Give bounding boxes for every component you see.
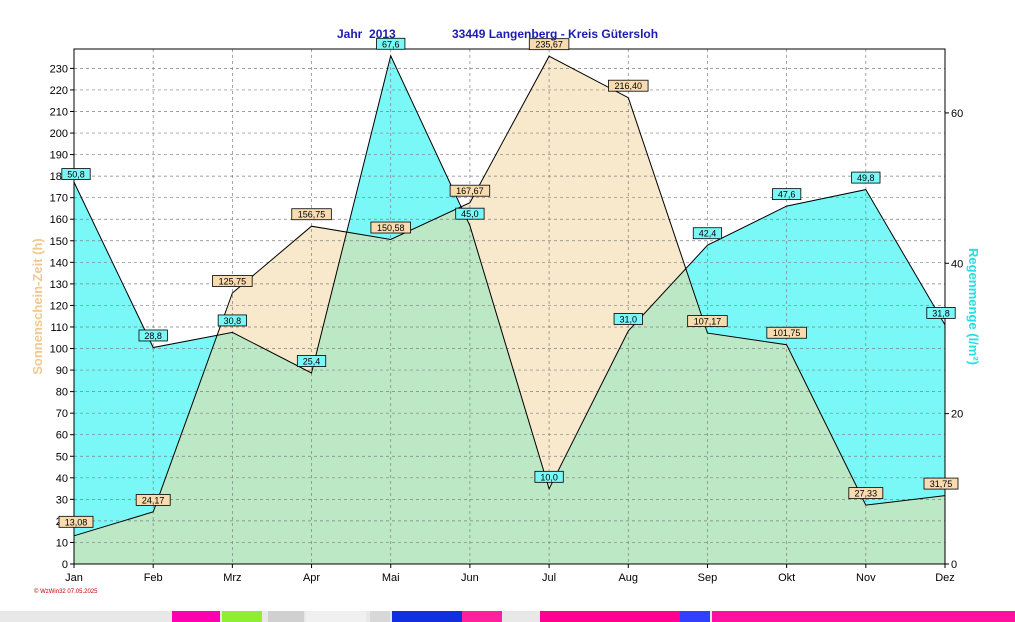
svg-text:107,17: 107,17 bbox=[694, 317, 722, 327]
sunshine-data-label: 167,67 bbox=[449, 184, 491, 197]
x-tick-label: Okt bbox=[778, 572, 795, 584]
chart-title-location: 33449 Langenberg - Kreis Gütersloh bbox=[452, 27, 659, 41]
left-tick-label: 230 bbox=[50, 63, 68, 75]
left-tick-label: 170 bbox=[50, 193, 68, 205]
left-tick-label: 0 bbox=[62, 559, 68, 571]
left-tick-label: 190 bbox=[50, 150, 68, 162]
sunshine-data-label: 150,58 bbox=[370, 221, 411, 234]
x-tick-label: Dez bbox=[935, 572, 955, 584]
svg-text:24,17: 24,17 bbox=[142, 495, 165, 505]
svg-text:13,08: 13,08 bbox=[65, 517, 88, 527]
x-tick-label: Mai bbox=[382, 572, 400, 584]
rain-data-label: 25,4 bbox=[296, 355, 327, 367]
right-tick-label: 0 bbox=[951, 559, 957, 571]
svg-text:67,6: 67,6 bbox=[382, 39, 400, 49]
left-tick-label: 10 bbox=[56, 537, 68, 549]
sunshine-data-label: 125,75 bbox=[212, 275, 253, 287]
rain-data-label: 49,8 bbox=[851, 171, 881, 184]
right-axis-title: Regenmenge (l/m²) bbox=[966, 248, 981, 365]
left-tick-label: 50 bbox=[56, 451, 68, 463]
svg-text:156,75: 156,75 bbox=[298, 210, 326, 220]
x-tick-label: Nov bbox=[856, 572, 876, 584]
sunshine-line bbox=[73, 55, 946, 537]
x-tick-label: Feb bbox=[144, 572, 163, 584]
svg-text:27,33: 27,33 bbox=[855, 489, 878, 499]
left-tick-label: 60 bbox=[56, 430, 68, 442]
x-tick-label: Jan bbox=[65, 572, 83, 584]
svg-text:31,0: 31,0 bbox=[620, 314, 638, 324]
taskbar-strip bbox=[0, 610, 1015, 622]
left-tick-label: 100 bbox=[50, 344, 68, 356]
svg-text:31,75: 31,75 bbox=[930, 479, 953, 489]
sunshine-data-label: 156,75 bbox=[291, 208, 332, 221]
x-tick-label: Jun bbox=[461, 572, 479, 584]
rain-data-label: 28,8 bbox=[138, 329, 168, 342]
left-tick-label: 200 bbox=[50, 128, 68, 140]
credit-text: © WzWin32 07.05.2025 bbox=[34, 589, 98, 595]
left-tick-label: 160 bbox=[50, 214, 68, 226]
left-tick-label: 150 bbox=[50, 236, 68, 248]
svg-text:235,67: 235,67 bbox=[535, 40, 563, 50]
svg-text:101,75: 101,75 bbox=[773, 328, 801, 338]
sunshine-data-label: 235,67 bbox=[528, 38, 570, 51]
left-tick-label: 210 bbox=[50, 106, 68, 118]
svg-text:42,4: 42,4 bbox=[699, 229, 717, 239]
x-tick-label: Apr bbox=[303, 572, 320, 584]
svg-text:150,58: 150,58 bbox=[377, 223, 405, 233]
svg-text:30,8: 30,8 bbox=[224, 316, 242, 326]
sunshine-data-label: 31,75 bbox=[923, 477, 959, 490]
left-tick-label: 40 bbox=[56, 473, 68, 485]
left-tick-label: 110 bbox=[50, 322, 68, 334]
left-tick-label: 90 bbox=[56, 365, 68, 377]
x-tick-label: Aug bbox=[618, 572, 638, 584]
chart-title-year: Jahr 2013 bbox=[337, 27, 396, 41]
x-tick-label: Mrz bbox=[223, 572, 241, 584]
rain-data-label: 50,8 bbox=[61, 168, 91, 180]
left-tick-label: 120 bbox=[50, 300, 68, 312]
svg-text:31,8: 31,8 bbox=[932, 308, 950, 318]
svg-text:50,8: 50,8 bbox=[67, 170, 85, 180]
svg-text:10,0: 10,0 bbox=[540, 472, 558, 482]
right-tick-label: 60 bbox=[951, 108, 963, 120]
left-tick-label: 70 bbox=[56, 408, 68, 420]
left-tick-label: 140 bbox=[50, 257, 68, 269]
svg-text:125,75: 125,75 bbox=[219, 277, 247, 287]
svg-text:49,8: 49,8 bbox=[857, 173, 875, 183]
svg-text:28,8: 28,8 bbox=[144, 331, 162, 341]
rain-data-label: 47,6 bbox=[772, 188, 802, 201]
x-tick-label: Sep bbox=[698, 572, 718, 584]
svg-text:47,6: 47,6 bbox=[778, 190, 796, 200]
svg-text:25,4: 25,4 bbox=[303, 357, 321, 367]
x-tick-label: Jul bbox=[542, 572, 556, 584]
sunshine-data-label: 101,75 bbox=[766, 326, 807, 339]
left-axis-title: Sonnenschein-Zeit (h) bbox=[30, 238, 45, 375]
rain-data-label: 31,0 bbox=[613, 313, 643, 325]
sunshine-data-label: 24,17 bbox=[135, 494, 171, 506]
rain-data-label: 30,8 bbox=[217, 314, 247, 327]
rain-data-label: 45,0 bbox=[455, 207, 485, 220]
right-tick-label: 40 bbox=[951, 258, 963, 270]
svg-text:45,0: 45,0 bbox=[461, 209, 479, 219]
rain-data-label: 31,8 bbox=[926, 307, 956, 319]
left-tick-label: 80 bbox=[56, 387, 68, 399]
left-tick-label: 130 bbox=[50, 279, 68, 291]
sunshine-data-label: 107,17 bbox=[687, 315, 728, 327]
rain-data-label: 42,4 bbox=[692, 227, 723, 240]
rain-data-label: 67,6 bbox=[376, 37, 406, 50]
left-tick-label: 30 bbox=[56, 494, 68, 506]
svg-text:216,40: 216,40 bbox=[615, 81, 643, 91]
left-tick-label: 220 bbox=[50, 85, 68, 97]
right-tick-label: 20 bbox=[951, 409, 963, 421]
sunshine-data-label: 216,40 bbox=[608, 79, 649, 92]
svg-text:167,67: 167,67 bbox=[456, 186, 484, 196]
sunshine-data-label: 27,33 bbox=[848, 487, 884, 500]
plot-frame bbox=[73, 48, 946, 565]
rain-data-label: 10,0 bbox=[534, 470, 564, 483]
rain-line bbox=[73, 54, 946, 491]
sunshine-data-label: 13,08 bbox=[58, 515, 94, 528]
